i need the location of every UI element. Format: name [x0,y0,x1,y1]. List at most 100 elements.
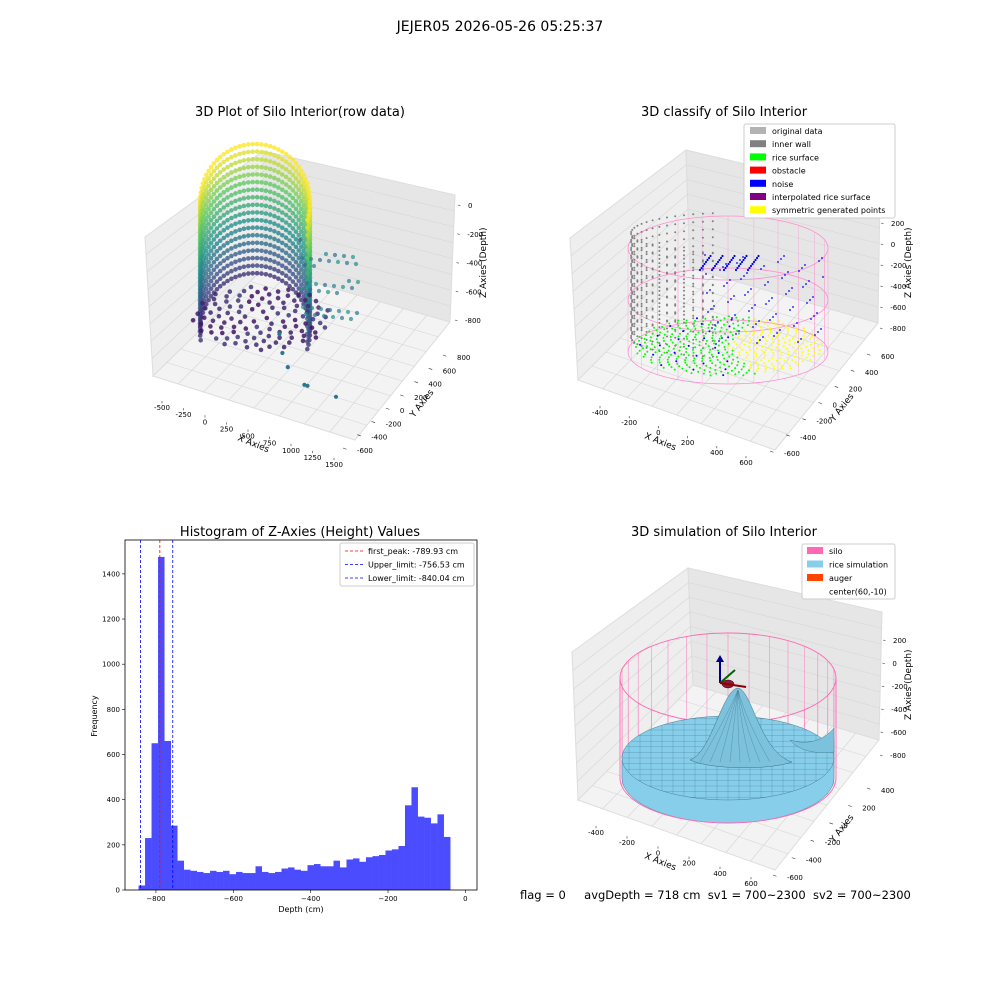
classify-inner-wall-point [711,339,714,342]
raw-data-point [214,256,220,262]
raw-data-point [233,236,238,242]
hist-bar [275,871,282,890]
classify-surface-point [813,341,816,344]
classify-noise-point [700,266,703,270]
classify-noise-point [717,321,719,323]
classify-inner-wall-point [631,316,634,319]
raw-data-point [237,197,242,202]
classify-inner-wall-point [701,291,704,294]
classify-inner-wall-point [651,315,654,318]
raw-data-point [293,323,299,329]
classify-surface-point [704,317,707,320]
classify-y-tick-mark [769,450,774,453]
classify-surface-point [816,339,819,341]
classify-surface-point [700,349,702,352]
classify-surface-point [761,345,764,348]
classify-noise-point [772,316,774,318]
classify-surface-point [694,328,697,330]
raw-data-point [217,223,223,228]
classify-surface-point [731,334,734,337]
classify-noise-point [751,262,754,266]
raw-outlier-point [280,350,285,356]
raw-data-point [206,244,211,250]
sim-y-tick-mark [866,787,871,790]
raw-data-point [280,217,285,223]
raw-data-point [206,297,211,303]
raw-data-point [290,256,296,262]
classify-surface-point [802,327,805,330]
classify-surface-point [806,340,809,343]
sim-axis-arrow-x [719,682,747,688]
classify-surface-point [719,330,722,333]
raw-data-point [299,183,304,189]
raw-data-point [233,274,238,280]
classify-noise-point [750,288,752,290]
sim-x-tick-label: 0 [656,849,660,857]
raw-data-point [214,195,220,201]
classify-surface-point [783,359,786,362]
classify-surface-point [741,338,743,341]
classify-inner-wall-point [666,312,668,315]
classify-inner-wall-point [645,317,648,320]
hist-bar [268,873,276,890]
raw-data-point [267,235,273,240]
classify-surface-point [759,334,762,336]
classify-surface-point [702,372,705,375]
raw-data-point [225,195,230,200]
raw-data-point [208,225,214,231]
classify-surface-point [697,370,700,373]
raw-data-point [301,210,306,216]
classify-surface-point [737,360,740,363]
classify-inner-wall-point [645,242,648,245]
classify-inner-wall-point [692,314,695,317]
classify-inner-wall-point [645,266,648,269]
raw-data-point [206,275,211,280]
classify-surface-point [695,338,698,341]
raw-data-point [237,212,242,217]
classify-inner-wall-point [658,254,661,257]
sim-peak-mesh [737,689,771,763]
classify-noise-point [793,325,795,327]
classify-surface-point [700,352,703,354]
classify-surface-point [731,349,734,352]
hist-bar [437,814,444,890]
classify-inner-wall-point [658,225,661,228]
raw-data-point [208,187,214,193]
classify-surface-point [702,320,705,323]
classify-inner-wall-point [645,274,648,277]
classify-inner-wall-point [631,276,634,279]
raw-data-point [299,229,304,234]
classify-surface-point [649,339,652,342]
raw-data-point [221,212,227,218]
raw-data-point [305,240,310,245]
hist-bar [404,805,412,890]
raw-data-point [237,293,242,298]
raw-data-point [259,195,264,200]
classify-z-tick-label: 200 [891,220,904,228]
classify-surface-point [805,356,808,359]
raw-data-point [307,287,313,293]
classify-inner-wall-point [640,337,643,340]
raw-data-point [259,202,264,208]
classify-noise-point [718,258,721,262]
classify-x-tick-label: 400 [710,449,723,457]
classify-noise-point [820,328,822,330]
classify-surface-point [738,332,740,335]
raw-data-point [254,210,260,215]
classify-noise-point [740,278,742,280]
raw-data-point [280,179,285,185]
raw-data-point [287,340,292,345]
raw-data-point [296,164,302,170]
classify-legend-swatch [750,127,766,134]
classify-inner-wall-point [692,229,695,232]
classify-surface-point [676,322,679,325]
classify-inner-wall-point [658,310,661,313]
classify-inner-wall-point [692,237,695,240]
classify-surface-point [784,341,786,344]
raw-data-point [301,248,306,254]
raw-data-point [229,185,234,190]
raw-data-point [340,284,346,290]
classify-noise-point [719,256,723,260]
raw-data-point [246,202,251,208]
